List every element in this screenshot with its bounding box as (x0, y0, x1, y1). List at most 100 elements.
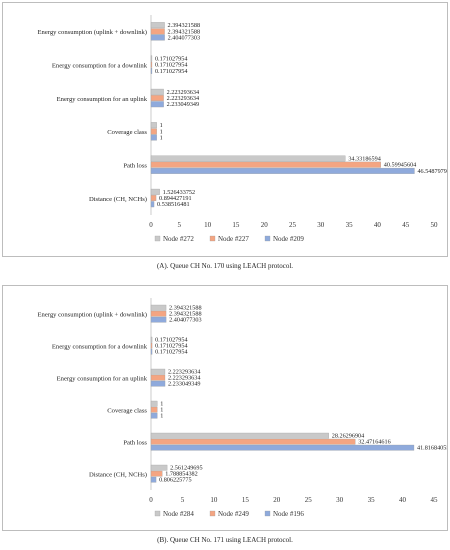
bar (150, 336, 153, 343)
data-label: 0.171027954 (155, 349, 187, 356)
data-label: 2.233049349 (168, 381, 200, 388)
chart-panel-b: 0 5 10 15 20 25 30 35 40 45 Energy consumption (up… (2, 285, 449, 531)
data-label: 0.171027954 (155, 56, 187, 63)
data-label: 0.171027954 (155, 68, 187, 75)
data-label: 1 (160, 407, 163, 414)
x-tick-label: 10 (204, 221, 212, 229)
legend-swatch (154, 235, 161, 242)
x-tick-label: 35 (368, 496, 376, 504)
bar (150, 470, 163, 477)
bar (150, 412, 158, 419)
bar (150, 380, 166, 387)
data-label: 1 (160, 401, 163, 408)
x-tick-label: 50 (431, 221, 439, 229)
bar (150, 400, 158, 407)
category-label: Path loss (123, 440, 147, 447)
legend-label: Node #249 (218, 510, 249, 518)
data-label: 0.806225775 (159, 477, 191, 484)
data-label: 1 (160, 413, 163, 420)
category-label: Energy consumption (uplink + downlink) (38, 312, 147, 319)
data-label: 2.223293634 (167, 89, 199, 96)
x-tick-label: 15 (242, 496, 250, 504)
legend-swatch (209, 510, 216, 517)
bar (150, 161, 381, 168)
category-label: Path loss (123, 163, 147, 170)
x-tick-label: 25 (305, 496, 313, 504)
x-tick-label: 5 (178, 221, 182, 229)
category-label: Energy consumption (uplink + downlink) (38, 29, 147, 36)
bar (150, 22, 165, 29)
bar (150, 201, 155, 208)
chart-panel-a: 0 5 10 15 20 25 30 35 40 45 50 Energy consumption (… (2, 2, 448, 257)
category-label: Energy consumption for an uplink (57, 376, 148, 383)
chart-a-caption: (A). Queue CH No. 170 using LEACH protoc… (156, 262, 294, 270)
data-label: 2.223293634 (168, 369, 200, 376)
bar (150, 304, 167, 311)
bar (150, 61, 153, 68)
bar (150, 342, 153, 349)
bar (150, 444, 415, 451)
x-tick-label: 45 (402, 221, 410, 229)
legend-label: Node #284 (163, 510, 194, 518)
bar (150, 438, 356, 445)
data-label: 1 (160, 135, 163, 142)
legend-label: Node #209 (273, 235, 304, 243)
data-label: 41.81684055 (417, 445, 447, 452)
x-tick-label: 40 (374, 221, 382, 229)
data-label: 40.59945604 (384, 162, 416, 169)
chart-b-svg: 0 5 10 15 20 25 30 35 40 45 Energy consumption (up… (38, 298, 449, 518)
x-tick-label: 15 (232, 221, 240, 229)
category-label: Coverage class (107, 408, 147, 415)
bar (150, 464, 168, 471)
bar (150, 67, 153, 74)
chart-a-svg: 0 5 10 15 20 25 30 35 40 45 50 Energy consumption (… (38, 15, 447, 243)
bar (150, 195, 157, 201)
data-label: 1.788854382 (165, 471, 197, 478)
bar (150, 95, 164, 101)
data-label: 2.223293634 (168, 375, 200, 382)
legend-swatch (264, 235, 271, 242)
x-tick-label: 45 (431, 496, 439, 504)
data-label: 1.526433752 (163, 189, 195, 196)
data-label: 2.394321588 (168, 28, 200, 35)
data-label: 0.171027954 (155, 62, 187, 69)
bar (150, 28, 165, 35)
legend-swatch (154, 510, 161, 517)
category-label: Energy consumption for a downlink (52, 344, 148, 351)
bar (150, 34, 165, 41)
x-tick-label: 0 (149, 221, 153, 229)
x-tick-label: 20 (273, 496, 281, 504)
bar (150, 316, 167, 323)
legend-swatch (209, 235, 216, 242)
x-tick-label: 40 (399, 496, 407, 504)
bar (150, 122, 157, 129)
legend-label: Node #196 (273, 510, 304, 518)
bar (150, 167, 415, 174)
bar (150, 348, 153, 355)
bar (150, 310, 167, 317)
bar (150, 101, 164, 108)
bar (150, 432, 329, 439)
category-label: Distance (CH, NCHs) (89, 472, 147, 479)
bar (150, 155, 346, 162)
bar (150, 406, 158, 413)
x-tick-label: 0 (149, 496, 153, 504)
legend-label: Node #272 (163, 235, 194, 243)
legend-label: Node #227 (218, 235, 249, 243)
data-label: 2.394321588 (169, 305, 201, 312)
data-label: 0.171027954 (155, 337, 187, 344)
x-tick-label: 10 (210, 496, 218, 504)
data-label: 0.538516481 (157, 201, 189, 208)
legend-swatch (264, 510, 271, 517)
data-label: 2.561249695 (170, 465, 202, 472)
bar (150, 55, 153, 62)
data-label: 32.47164616 (358, 439, 390, 446)
category-label: Energy consumption for an uplink (57, 96, 148, 103)
category-label: Energy consumption for a downlink (52, 63, 148, 70)
bar (150, 368, 166, 375)
data-label: 0.171027954 (155, 343, 187, 350)
category-label: Distance (CH, NCHs) (89, 196, 147, 203)
data-label: 1 (160, 122, 163, 129)
bar (150, 188, 160, 195)
x-tick-label: 5 (181, 496, 185, 504)
